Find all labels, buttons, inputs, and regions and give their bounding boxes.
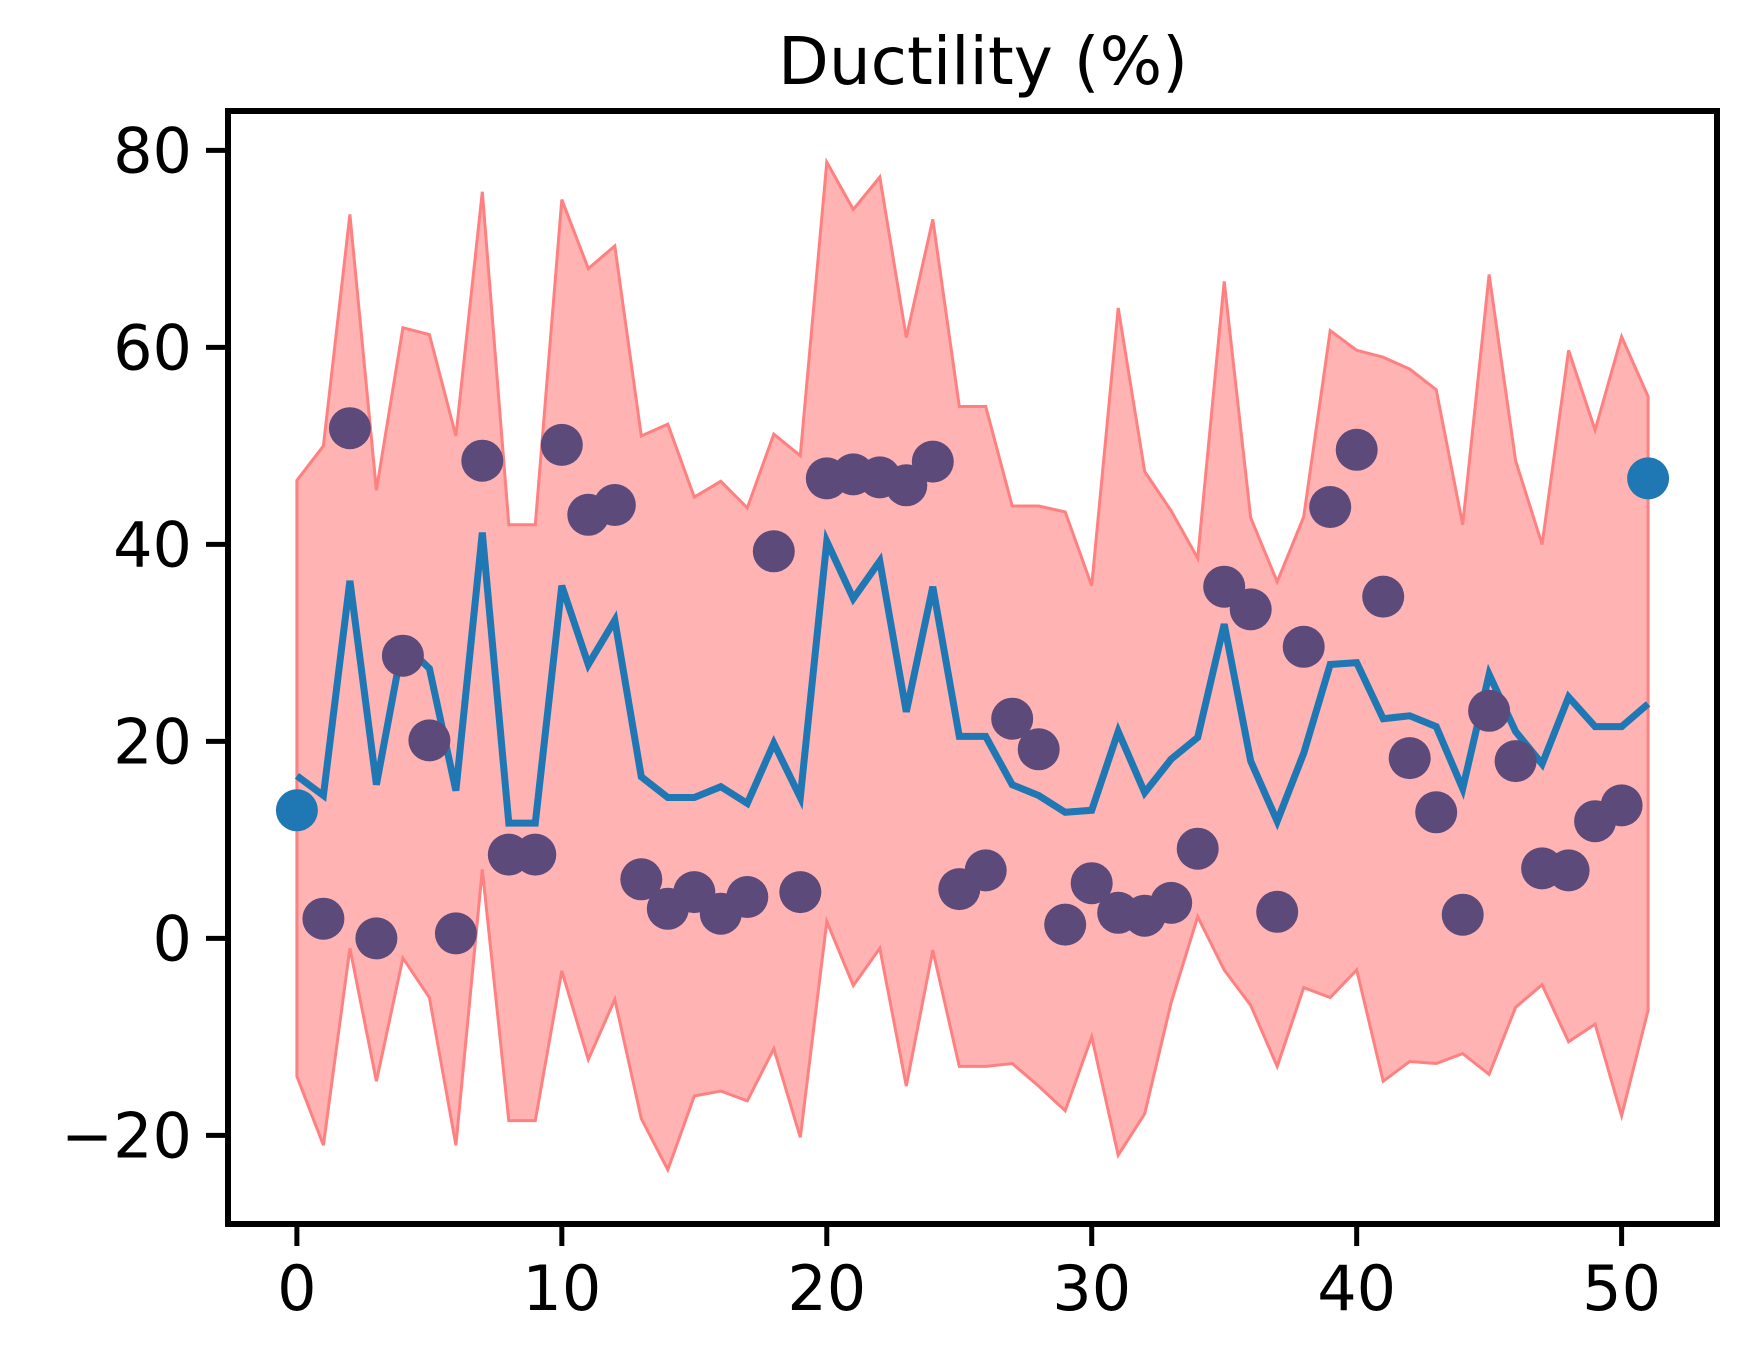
data-point: [1468, 689, 1511, 732]
y-tick-label: −20: [61, 1099, 192, 1172]
plot-frame: [225, 108, 1720, 1227]
data-point: [328, 407, 371, 450]
data-point: [1282, 625, 1325, 668]
data-point: [1229, 588, 1272, 631]
data-point: [964, 849, 1007, 892]
data-point: [434, 912, 477, 955]
data-point: [1547, 849, 1590, 892]
data-point: [1256, 890, 1299, 933]
y-tick-label: 0: [153, 902, 192, 975]
data-point: [1070, 862, 1113, 905]
y-tick-label: 20: [113, 705, 192, 778]
data-point: [911, 440, 954, 483]
data-point: [1441, 893, 1484, 936]
data-point: [779, 871, 822, 914]
y-tick-label: 80: [113, 114, 192, 187]
x-tick-label: 0: [277, 1252, 316, 1325]
data-point: [408, 719, 451, 762]
x-tick-label: 10: [522, 1252, 601, 1325]
data-point: [1600, 784, 1643, 827]
mean-line-layer: [294, 528, 1651, 831]
x-tick-label: 30: [1052, 1252, 1131, 1325]
data-point: [540, 423, 583, 466]
data-point: [514, 833, 557, 876]
data-point: [275, 789, 318, 832]
data-point: [1176, 827, 1219, 870]
data-point: [1309, 486, 1352, 528]
data-point: [752, 530, 795, 573]
data-point: [1335, 428, 1378, 471]
observed-points-layer: [275, 407, 1670, 960]
data-point: [1494, 740, 1537, 783]
mean-line: [294, 528, 1651, 831]
axes: 0 10 20 30 40 50 −20 0 20 40 60 80: [61, 108, 1720, 1325]
y-tick-label: 60: [113, 311, 192, 384]
data-point: [1044, 903, 1087, 946]
data-point: [1017, 728, 1060, 771]
x-tick-label: 40: [1317, 1252, 1396, 1325]
prediction-band-layer: [295, 157, 1650, 1174]
data-point: [726, 876, 769, 918]
x-tick-label: 20: [787, 1252, 866, 1325]
data-point: [302, 897, 345, 940]
chart-title: Ductility (%): [778, 23, 1188, 100]
data-point: [355, 917, 398, 960]
data-point: [1388, 737, 1431, 780]
data-point: [1627, 457, 1670, 500]
x-tick-label: 50: [1582, 1252, 1661, 1325]
data-point: [593, 484, 636, 526]
data-point: [1362, 575, 1405, 618]
data-point: [381, 634, 424, 677]
data-point: [620, 858, 663, 901]
data-point: [1150, 881, 1193, 924]
y-tick-label: 40: [113, 508, 192, 581]
data-point: [991, 697, 1034, 740]
data-point: [1415, 791, 1458, 834]
confidence-band: [295, 157, 1650, 1174]
data-point: [461, 439, 504, 482]
